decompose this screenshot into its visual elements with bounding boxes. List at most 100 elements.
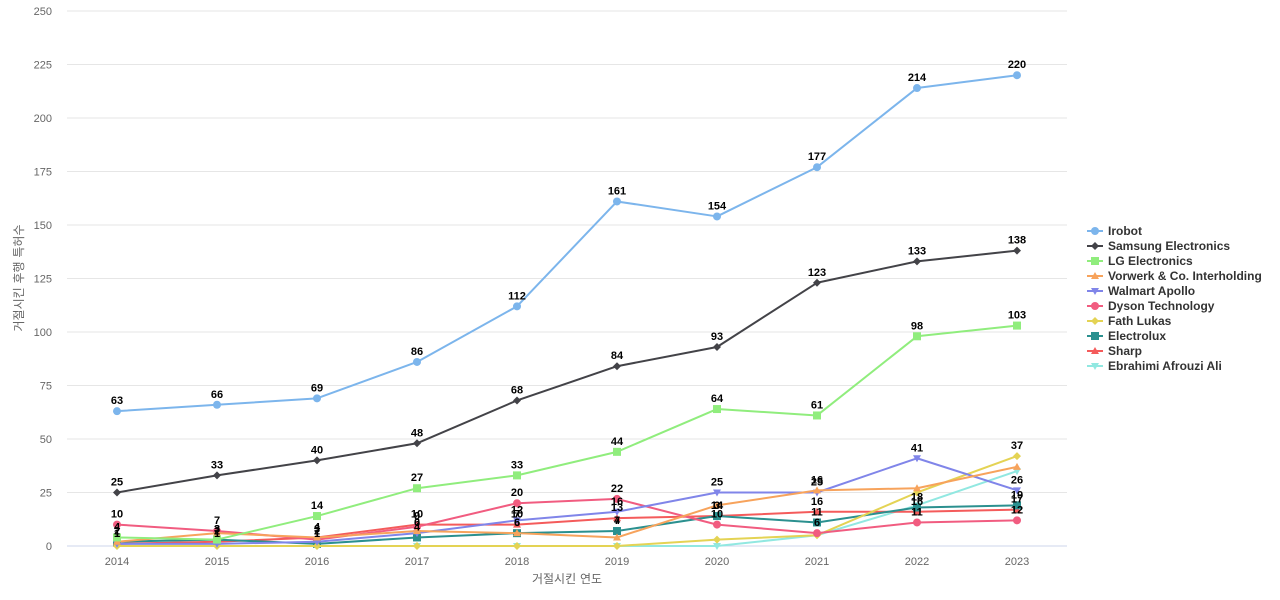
data-point-lg-electronics[interactable] [913, 332, 921, 341]
legend-marker-lg-electronics[interactable] [1091, 257, 1099, 265]
data-point-fath-lukas[interactable] [713, 535, 721, 544]
legend-item-ebrahimi-afrouzi-ali[interactable]: Ebrahimi Afrouzi Ali [1087, 359, 1222, 373]
data-point-dyson-technology[interactable] [513, 499, 521, 508]
data-point-samsung-electronics[interactable] [213, 471, 221, 480]
data-point-dyson-technology[interactable] [713, 520, 721, 529]
data-point-irobot[interactable] [1013, 71, 1021, 80]
data-point-vorwerk-co-interholding[interactable] [713, 501, 721, 509]
data-point-irobot[interactable] [613, 197, 621, 206]
data-point-dyson-technology[interactable] [113, 520, 121, 529]
data-point-fath-lukas[interactable] [1013, 452, 1021, 461]
legend-marker-walmart-apollo[interactable] [1091, 288, 1099, 295]
series-line-irobot[interactable] [116, 74, 1018, 413]
data-point-lg-electronics[interactable] [313, 512, 321, 521]
data-point-electrolux[interactable] [1013, 501, 1021, 510]
data-point-irobot[interactable] [213, 400, 221, 409]
legend-marker-dyson-technology[interactable] [1091, 302, 1099, 310]
data-point-vorwerk-co-interholding[interactable] [313, 533, 321, 541]
data-point-electrolux[interactable] [913, 503, 921, 512]
data-point-ebrahimi-afrouzi-ali[interactable] [713, 543, 721, 550]
data-point-walmart-apollo[interactable] [1013, 487, 1021, 495]
data-point-lg-electronics[interactable] [113, 533, 121, 542]
data-point-samsung-electronics[interactable] [913, 257, 921, 266]
data-point-lg-electronics[interactable] [1013, 321, 1021, 330]
data-point-vorwerk-co-interholding[interactable] [913, 484, 921, 492]
data-point-ebrahimi-afrouzi-ali[interactable] [1013, 468, 1021, 476]
data-point-fath-lukas[interactable] [413, 542, 421, 550]
data-point-dyson-technology[interactable] [413, 522, 421, 531]
legend-marker-samsung-electronics[interactable] [1091, 242, 1099, 250]
data-point-lg-electronics[interactable] [213, 535, 221, 544]
series-line-vorwerk-co-interholding[interactable] [116, 465, 1018, 543]
data-point-dyson-technology[interactable] [1013, 516, 1021, 525]
data-point-vorwerk-co-interholding[interactable] [213, 529, 221, 537]
data-point-walmart-apollo[interactable] [713, 489, 721, 497]
data-point-samsung-electronics[interactable] [713, 342, 721, 351]
legend-marker-irobot[interactable] [1091, 227, 1099, 235]
data-point-irobot[interactable] [813, 163, 821, 172]
legend-item-walmart-apollo[interactable]: Walmart Apollo [1087, 284, 1195, 298]
data-point-samsung-electronics[interactable] [813, 278, 821, 287]
legend-marker-sharp[interactable] [1091, 347, 1099, 354]
data-point-electrolux[interactable] [613, 527, 621, 536]
data-point-samsung-electronics[interactable] [413, 439, 421, 448]
data-point-irobot[interactable] [713, 212, 721, 221]
data-point-samsung-electronics[interactable] [613, 362, 621, 371]
data-point-vorwerk-co-interholding[interactable] [413, 527, 421, 535]
data-point-samsung-electronics[interactable] [113, 488, 121, 497]
data-point-vorwerk-co-interholding[interactable] [513, 529, 521, 537]
data-point-walmart-apollo[interactable] [313, 538, 321, 546]
legend-item-electrolux[interactable]: Electrolux [1087, 329, 1166, 343]
data-point-irobot[interactable] [913, 84, 921, 93]
legend-marker-ebrahimi-afrouzi-ali[interactable] [1091, 363, 1099, 370]
data-point-lg-electronics[interactable] [613, 447, 621, 456]
data-point-vorwerk-co-interholding[interactable] [613, 533, 621, 541]
data-point-samsung-electronics[interactable] [313, 456, 321, 465]
legend-item-irobot[interactable]: Irobot [1087, 224, 1142, 238]
data-label-irobot: 214 [908, 72, 927, 84]
series-line-dyson-technology[interactable] [116, 497, 1018, 541]
legend-item-dyson-technology[interactable]: Dyson Technology [1087, 299, 1215, 313]
data-point-walmart-apollo[interactable] [913, 455, 921, 463]
series-line-sharp[interactable] [116, 508, 1018, 545]
legend-item-vorwerk-co-interholding[interactable]: Vorwerk & Co. Interholding [1087, 269, 1262, 283]
data-point-dyson-technology[interactable] [613, 494, 621, 503]
legend-item-fath-lukas[interactable]: Fath Lukas [1087, 314, 1172, 328]
data-point-vorwerk-co-interholding[interactable] [813, 486, 821, 494]
data-point-walmart-apollo[interactable] [613, 508, 621, 516]
data-point-samsung-electronics[interactable] [1013, 246, 1021, 255]
data-point-lg-electronics[interactable] [813, 411, 821, 420]
legend-item-samsung-electronics[interactable]: Samsung Electronics [1087, 239, 1230, 253]
data-point-vorwerk-co-interholding[interactable] [1013, 462, 1021, 470]
data-point-electrolux[interactable] [413, 533, 421, 542]
series-line-walmart-apollo[interactable] [116, 457, 1018, 545]
legend-item-sharp[interactable]: Sharp [1087, 344, 1142, 358]
data-point-fath-lukas[interactable] [313, 542, 321, 550]
data-point-lg-electronics[interactable] [713, 405, 721, 414]
series-line-samsung-electronics[interactable] [116, 249, 1018, 494]
data-point-samsung-electronics[interactable] [513, 396, 521, 405]
series-line-lg-electronics[interactable] [116, 324, 1018, 541]
data-point-fath-lukas[interactable] [513, 542, 521, 550]
data-point-electrolux[interactable] [813, 518, 821, 527]
data-point-sharp[interactable] [813, 507, 821, 515]
data-point-dyson-technology[interactable] [913, 518, 921, 527]
legend-marker-vorwerk-co-interholding[interactable] [1091, 272, 1099, 279]
series-line-fath-lukas[interactable] [116, 455, 1018, 547]
data-point-walmart-apollo[interactable] [513, 517, 521, 525]
data-point-irobot[interactable] [113, 407, 121, 416]
data-point-lg-electronics[interactable] [513, 471, 521, 480]
data-point-dyson-technology[interactable] [813, 529, 821, 538]
legend-marker-electrolux[interactable] [1091, 332, 1099, 340]
data-point-irobot[interactable] [513, 302, 521, 311]
data-point-irobot[interactable] [313, 394, 321, 403]
legend-item-lg-electronics[interactable]: LG Electronics [1087, 254, 1193, 268]
legend-marker-fath-lukas[interactable] [1091, 317, 1099, 325]
data-point-irobot[interactable] [413, 357, 421, 366]
data-point-electrolux[interactable] [713, 512, 721, 521]
data-point-sharp[interactable] [613, 514, 621, 522]
data-label-dyson-technology: 10 [111, 509, 123, 521]
data-point-lg-electronics[interactable] [413, 484, 421, 493]
data-point-fath-lukas[interactable] [613, 542, 621, 550]
